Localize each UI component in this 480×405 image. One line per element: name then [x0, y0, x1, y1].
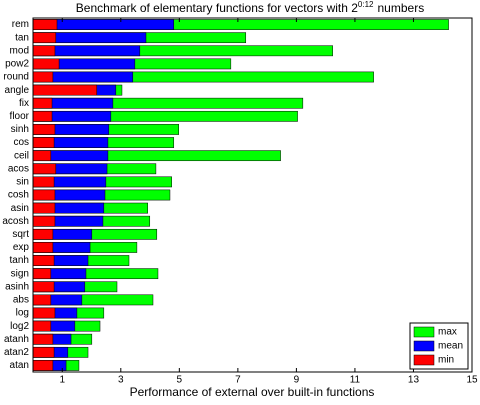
bar [32, 110, 53, 122]
bar [32, 268, 52, 280]
x-tick-label: 3 [118, 375, 124, 386]
y-tick-label: acos [8, 163, 29, 174]
bar [32, 333, 54, 345]
y-tick-label: sign [11, 268, 29, 279]
y-tick-label: fix [19, 98, 29, 109]
bar [32, 281, 55, 293]
bar [32, 163, 57, 175]
y-tick-label: sin [16, 177, 29, 188]
bar [32, 137, 55, 148]
legend-swatch [413, 354, 435, 366]
y-tick-label: atan [10, 360, 29, 371]
bar [32, 242, 54, 253]
bar [32, 228, 54, 240]
y-tick-label: exp [13, 242, 30, 253]
y-tick-label: log2 [10, 321, 29, 332]
bar [32, 19, 58, 30]
y-tick-label: ceil [14, 150, 29, 161]
y-tick-label: floor [10, 111, 30, 122]
bar [32, 346, 55, 358]
legend-swatch [413, 340, 435, 352]
y-tick-label: sinh [11, 124, 29, 135]
x-axis-label: Performance of external over built-in fu… [130, 385, 375, 399]
title-superscript: 0:12 [358, 0, 374, 9]
y-tick-label: cos [13, 137, 29, 148]
x-tick-label: 9 [294, 375, 300, 386]
legend: max mean min [409, 322, 469, 370]
title-suffix: numbers [378, 1, 425, 15]
title-main: Benchmark of elementary functions for ve… [76, 1, 358, 15]
x-tick-label: 1 [59, 375, 65, 386]
bar [32, 124, 56, 135]
x-tick-label: 7 [235, 375, 241, 386]
y-tick-label: rem [12, 19, 29, 30]
bar [32, 189, 56, 201]
y-tick-label: sqrt [12, 229, 29, 240]
y-tick-label: round [3, 72, 29, 83]
bar [32, 320, 52, 332]
bar [32, 294, 52, 306]
legend-swatch [413, 326, 435, 338]
bar [32, 97, 53, 109]
bar [32, 32, 57, 44]
legend-label: max [438, 327, 457, 338]
bar [32, 360, 54, 371]
y-tick-label: mod [10, 45, 29, 56]
y-tick-label: cosh [8, 190, 29, 201]
bar [32, 58, 60, 70]
y-tick-label: log [16, 308, 29, 319]
bar [32, 255, 55, 266]
x-tick-label: 15 [466, 375, 478, 386]
y-tick-label: atan2 [4, 347, 29, 358]
chart-title: Benchmark of elementary functions for ve… [76, 0, 424, 15]
bar [32, 202, 56, 214]
legend-label: min [438, 355, 454, 366]
x-tick-label: 13 [408, 375, 420, 386]
bar [32, 215, 56, 227]
y-tick-label: asin [11, 203, 29, 214]
bar [32, 176, 55, 188]
y-tick-label: atanh [4, 334, 29, 345]
x-tick-label: 5 [177, 375, 183, 386]
bar [32, 45, 56, 57]
x-tick-label: 11 [350, 375, 361, 386]
bar [32, 71, 54, 83]
y-tick-label: tanh [10, 255, 29, 266]
y-tick-label: acosh [2, 216, 29, 227]
bar [32, 84, 98, 96]
bar [32, 150, 52, 162]
legend-label: mean [438, 341, 463, 352]
y-tick-label: angle [5, 85, 30, 96]
y-tick-label: abs [13, 295, 29, 306]
plot-frame [32, 17, 473, 373]
y-tick-label: asinh [5, 281, 29, 292]
y-tick-label: tan [15, 32, 29, 43]
y-tick-label: pow2 [5, 59, 29, 70]
bar [32, 307, 56, 319]
